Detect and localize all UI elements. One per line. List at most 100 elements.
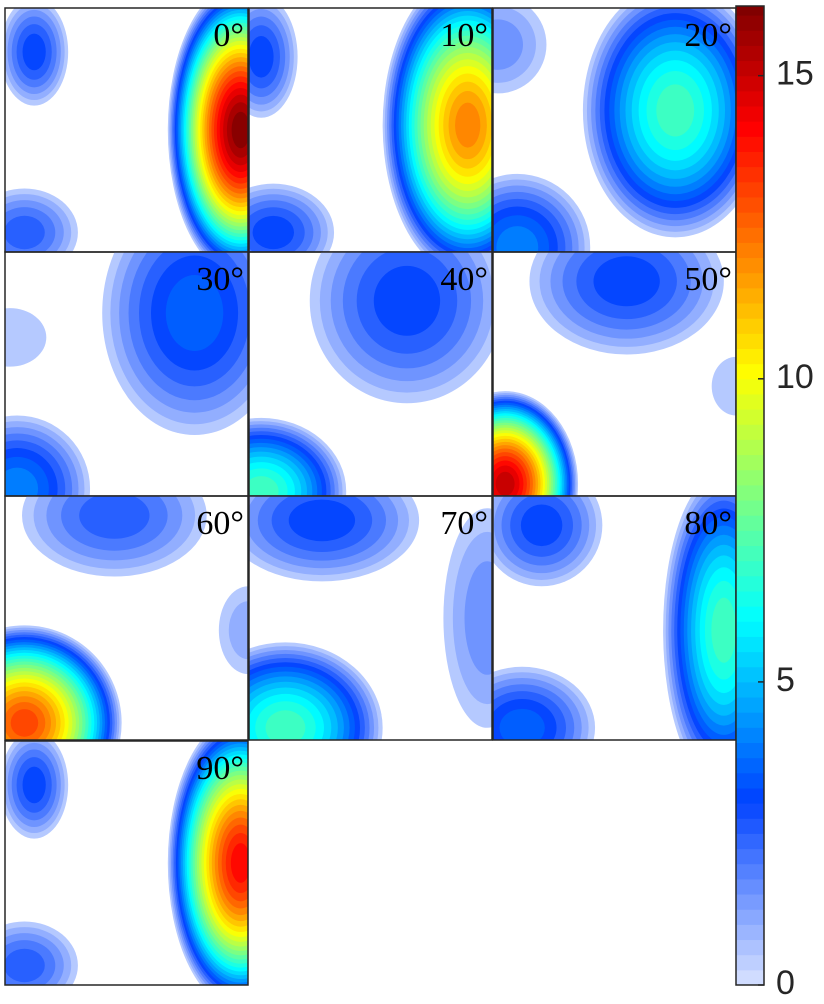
contour-peak — [582, 8, 736, 238]
colorbar-step — [736, 30, 764, 46]
colorbar-tick-label: 0 — [776, 964, 795, 1002]
colorbar-step — [736, 803, 764, 819]
colorbar-step — [736, 681, 764, 698]
contour-peak — [5, 625, 122, 740]
colorbar-step — [736, 303, 764, 319]
colorbar-frame — [735, 5, 765, 986]
contour-peak — [711, 356, 736, 416]
colorbar-step — [736, 151, 764, 168]
contour-peak — [493, 666, 596, 740]
panel — [5, 496, 248, 740]
panel-label: 60° — [196, 505, 244, 542]
panel-label: 10° — [440, 17, 488, 54]
colorbar-step — [736, 484, 764, 501]
panel-label: 80° — [684, 505, 732, 542]
colorbar-step — [736, 954, 764, 971]
colorbar-step — [736, 969, 764, 986]
colorbar-step — [736, 863, 764, 880]
colorbar-step — [736, 287, 764, 304]
colorbar-step — [736, 106, 764, 122]
colorbar-step — [736, 818, 764, 834]
colorbar-step — [736, 363, 764, 380]
panel-label: 40° — [440, 261, 488, 298]
contour-peak — [493, 8, 547, 94]
colorbar-tick-label: 10 — [776, 358, 814, 396]
panel-label: 20° — [684, 17, 732, 54]
colorbar-step — [736, 378, 764, 395]
colorbar-step — [736, 575, 764, 592]
colorbar-step — [736, 348, 764, 365]
colorbar-step — [736, 757, 764, 774]
contour-peak — [5, 921, 78, 985]
colorbar-step — [736, 560, 764, 577]
colorbar-step — [736, 909, 764, 925]
panel — [493, 496, 736, 740]
colorbar-step — [736, 60, 764, 77]
panel — [5, 741, 248, 985]
colorbar-step — [736, 136, 764, 152]
contour-peak — [5, 741, 69, 839]
colorbar-step — [736, 6, 764, 16]
contour-peak — [249, 642, 383, 740]
colorbar-step — [736, 727, 764, 744]
contour-peak — [249, 417, 347, 496]
panel-label: 90° — [196, 750, 244, 787]
colorbar-step — [736, 515, 764, 531]
contour-peak — [249, 496, 420, 582]
panel-label: 0° — [213, 17, 244, 54]
colorbar-step — [736, 121, 764, 137]
contour-peak — [167, 741, 248, 985]
colorbar-step — [736, 621, 764, 637]
panel-frame — [4, 495, 249, 741]
colorbar-step — [736, 166, 764, 183]
colorbar-step — [736, 894, 764, 910]
colorbar-step — [736, 712, 764, 728]
contour-peak — [309, 252, 492, 404]
colorbar-step — [736, 651, 764, 668]
contour-peak — [382, 8, 492, 252]
colorbar-step — [736, 409, 764, 425]
contour-peak — [249, 8, 298, 118]
contour-peak — [5, 415, 91, 496]
colorbar-step — [736, 924, 764, 941]
contour-peak — [663, 496, 736, 740]
colorbar-step — [736, 636, 764, 653]
colorbar-step — [736, 590, 764, 607]
colorbar-step — [736, 697, 764, 713]
colorbar-step — [736, 212, 764, 228]
colorbar-step — [736, 939, 764, 956]
colorbar-step — [736, 257, 764, 274]
colorbar-step — [736, 242, 764, 259]
panel — [249, 252, 492, 496]
contour-peak — [443, 508, 492, 728]
colorbar-step — [736, 272, 764, 289]
colorbar-step — [736, 530, 764, 547]
colorbar-step — [736, 393, 764, 410]
colorbar-step — [736, 469, 764, 486]
panel — [5, 252, 248, 496]
colorbar-step — [736, 45, 764, 62]
panel — [249, 8, 492, 252]
colorbar-step — [736, 545, 764, 562]
colorbar-step — [736, 181, 764, 198]
colorbar-tick-label: 5 — [776, 661, 795, 699]
contour-peak — [102, 252, 248, 435]
colorbar-step — [736, 196, 764, 213]
panel — [249, 496, 492, 740]
contour-peak — [493, 391, 579, 496]
contour-peak — [218, 586, 248, 675]
colorbar-step — [736, 333, 764, 349]
colorbar-step — [736, 15, 764, 31]
colorbar-step — [736, 75, 764, 92]
colorbar-step — [736, 90, 764, 107]
contour-peak — [22, 496, 207, 577]
colorbar-step — [736, 742, 764, 759]
colorbar-step — [736, 606, 764, 622]
panel-frame — [4, 740, 249, 986]
colorbar-step — [736, 439, 764, 456]
contour-peak — [5, 308, 47, 367]
contour-peak — [249, 183, 335, 252]
contour-peak — [5, 188, 78, 252]
panel — [5, 8, 248, 252]
